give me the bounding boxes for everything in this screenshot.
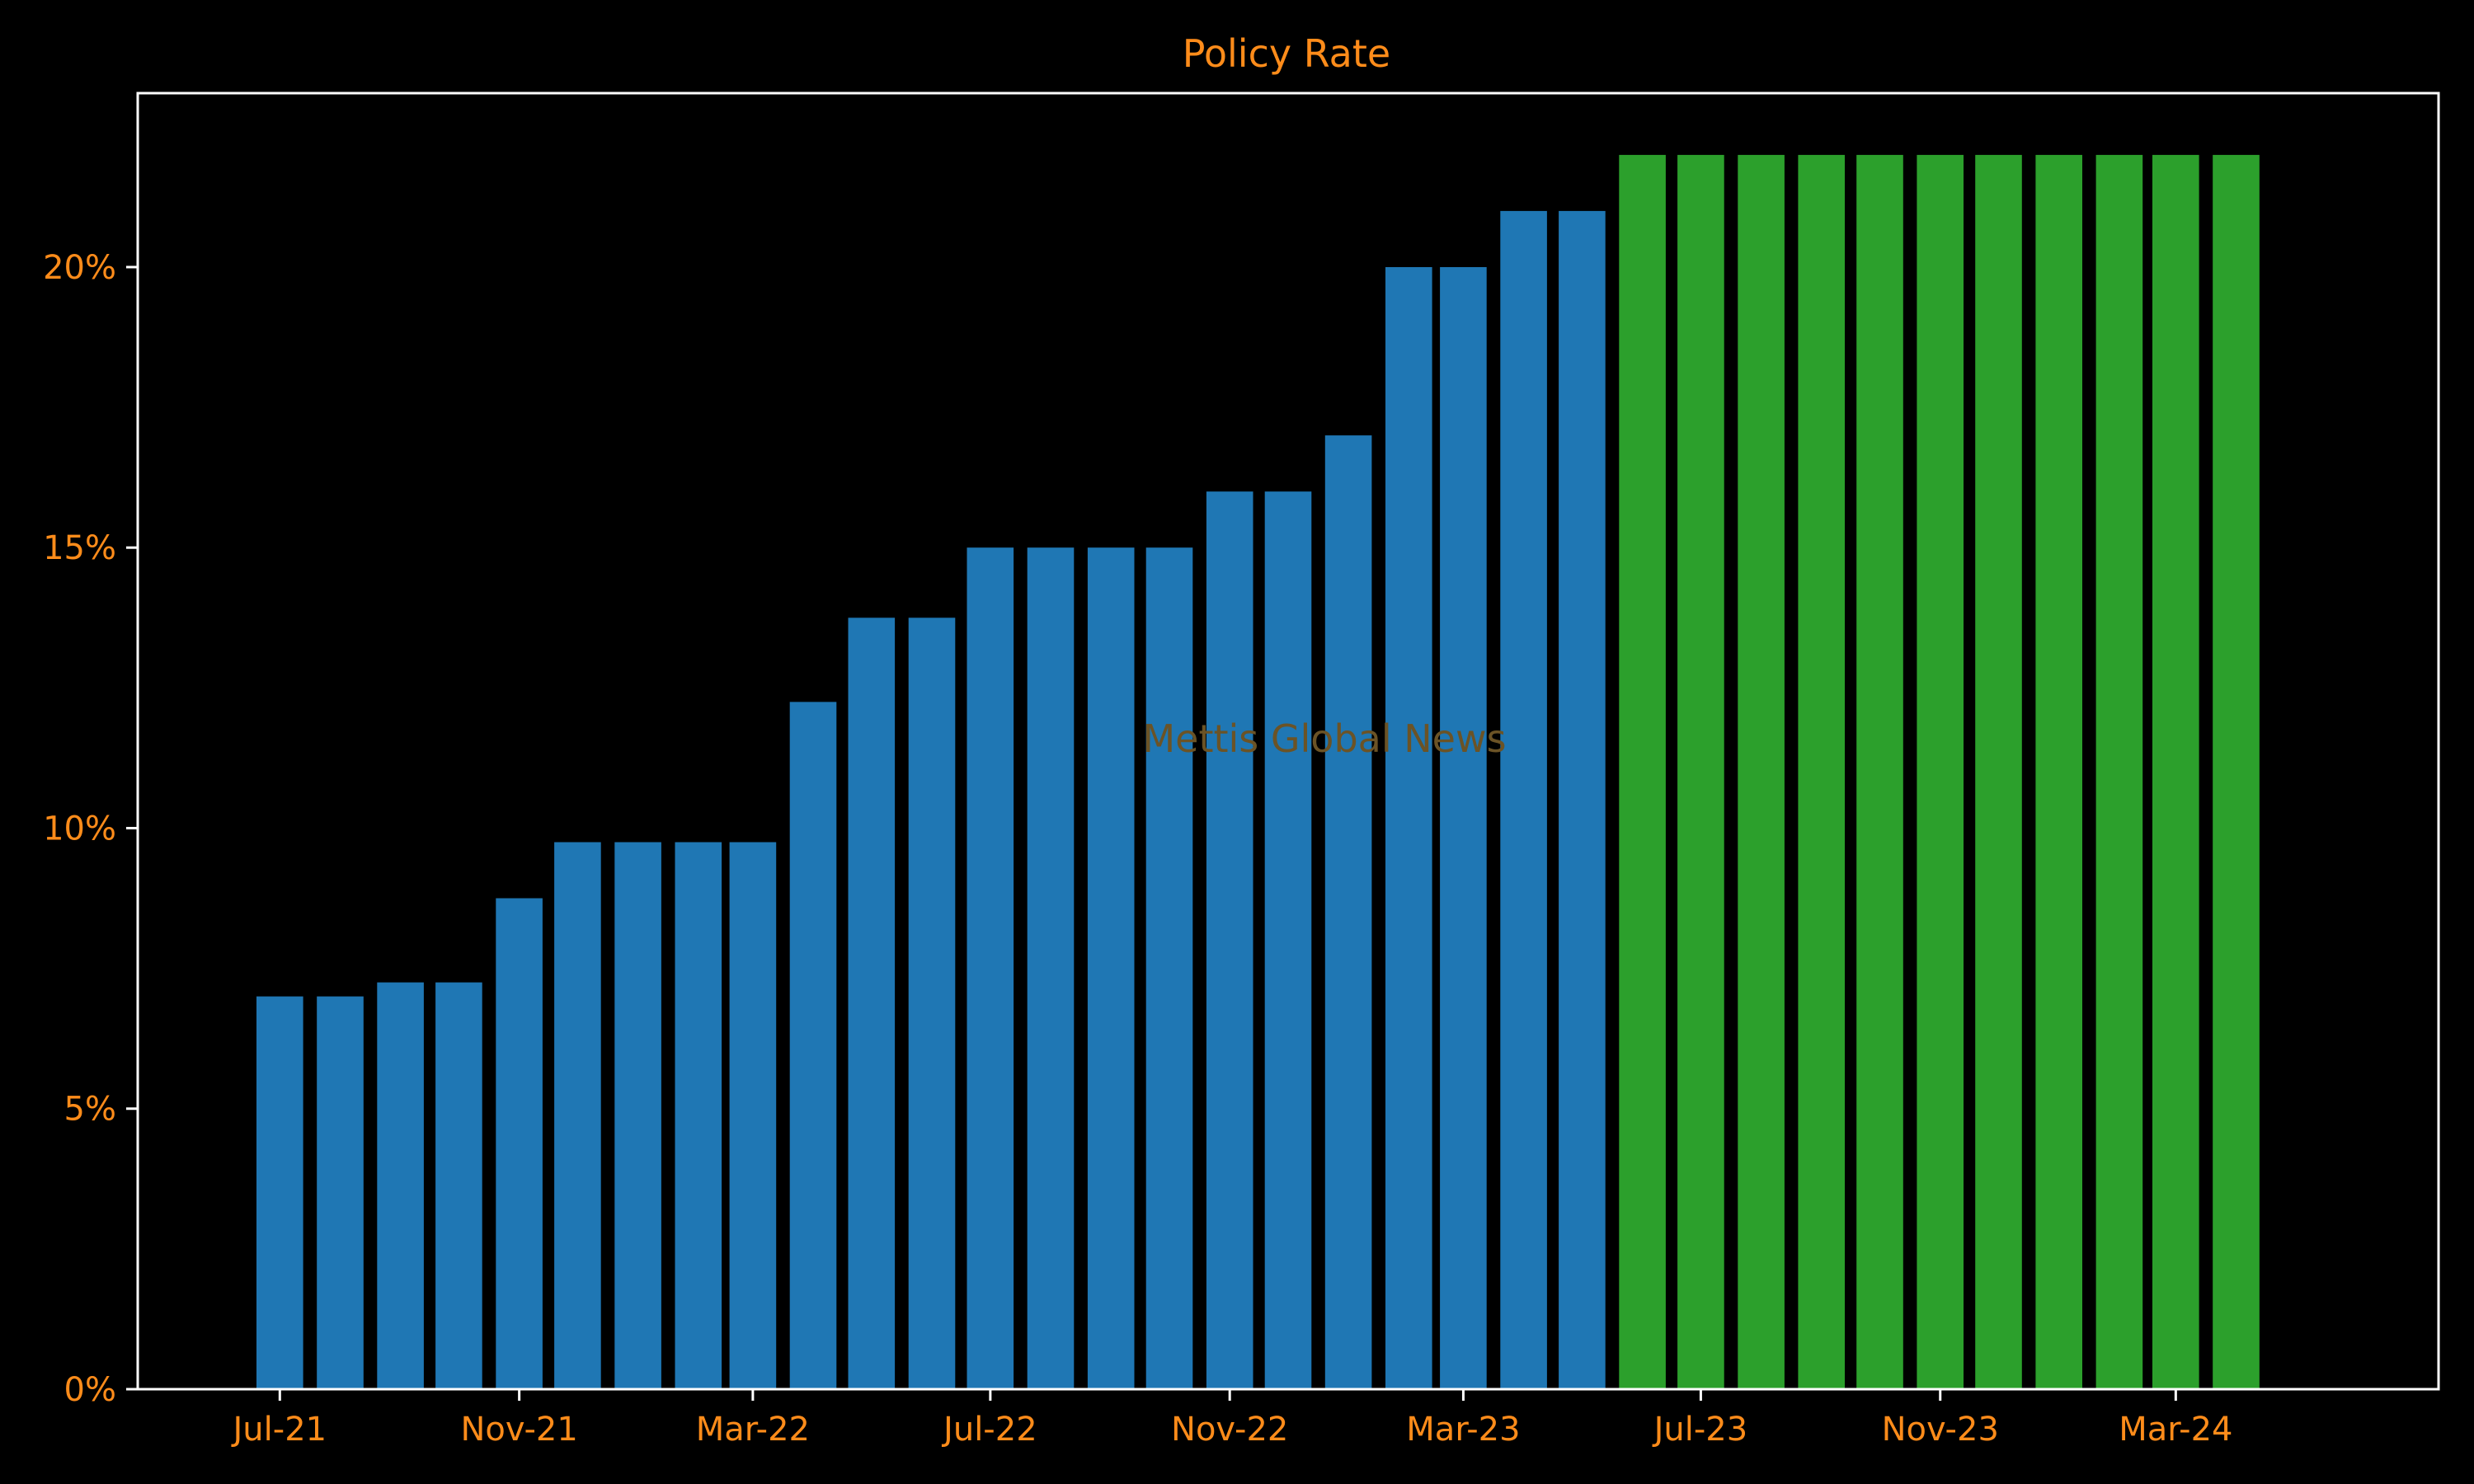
bar-2023-05 [1559, 210, 1606, 1389]
x-tick-label: Mar-24 [2119, 1411, 2232, 1449]
bar-2023-06 [1619, 154, 1666, 1389]
bar-2022-11 [1206, 491, 1253, 1390]
bar-2022-12 [1264, 491, 1312, 1390]
y-tick-label: 5% [64, 1091, 116, 1129]
bar-2023-09 [1798, 154, 1845, 1389]
x-tick-label: Jul-21 [231, 1411, 327, 1449]
bar-2023-07 [1677, 154, 1724, 1389]
bar-2023-01 [1324, 435, 1372, 1389]
bar-2022-08 [1027, 547, 1075, 1389]
chart-title: Policy Rate [1183, 31, 1390, 76]
bar-2022-03 [729, 842, 777, 1389]
bar-2023-12 [1975, 154, 2022, 1389]
bar-2024-03 [2152, 154, 2199, 1389]
bar-2023-11 [1917, 154, 1964, 1389]
x-tick-label: Nov-22 [1171, 1411, 1288, 1449]
x-tick-label: Nov-21 [460, 1411, 577, 1449]
x-tick-label: Nov-23 [1882, 1411, 1999, 1449]
bars-group [256, 154, 2260, 1390]
watermark: Mettis Global News [1142, 716, 1506, 761]
x-tick-label: Jul-22 [941, 1411, 1037, 1449]
bar-2022-09 [1087, 547, 1135, 1389]
bar-2021-12 [554, 842, 601, 1389]
bar-2023-02 [1385, 267, 1432, 1389]
plot-frame [136, 92, 2440, 1391]
bar-2022-05 [848, 618, 896, 1389]
bar-2022-01 [614, 842, 661, 1389]
bar-2021-10 [435, 982, 482, 1389]
y-tick-label: 0% [64, 1371, 116, 1409]
bar-2023-04 [1500, 210, 1547, 1389]
x-tick-label: Mar-22 [696, 1411, 810, 1449]
bar-2023-10 [1856, 154, 1903, 1389]
y-tick-label: 10% [43, 810, 116, 848]
bar-2021-11 [496, 898, 543, 1389]
x-tick-label: Jul-23 [1652, 1411, 1748, 1449]
bar-2022-02 [675, 842, 722, 1389]
x-axis: Jul-21 Nov-21 Mar-22 Jul-22 Nov-22 Mar-23 Jul-… [231, 1389, 2232, 1449]
bar-2021-08 [317, 996, 364, 1389]
x-tick-label: Mar-23 [1406, 1411, 1520, 1449]
y-tick-label: 20% [43, 249, 116, 287]
bar-2022-10 [1145, 547, 1193, 1389]
bar-2024-04 [2213, 154, 2260, 1389]
bar-2022-07 [967, 547, 1014, 1389]
bar-2024-01 [2035, 154, 2082, 1389]
bar-2024-02 [2095, 154, 2143, 1389]
bar-2021-09 [377, 982, 424, 1389]
y-tick-label: 15% [43, 529, 116, 567]
bar-2022-04 [789, 702, 837, 1389]
bar-2023-03 [1440, 267, 1487, 1389]
y-axis: 0% 5% 10% 15% 20% [43, 249, 138, 1409]
bar-2023-08 [1738, 154, 1785, 1389]
bar-2021-07 [256, 996, 303, 1389]
bar-2022-06 [908, 618, 956, 1389]
